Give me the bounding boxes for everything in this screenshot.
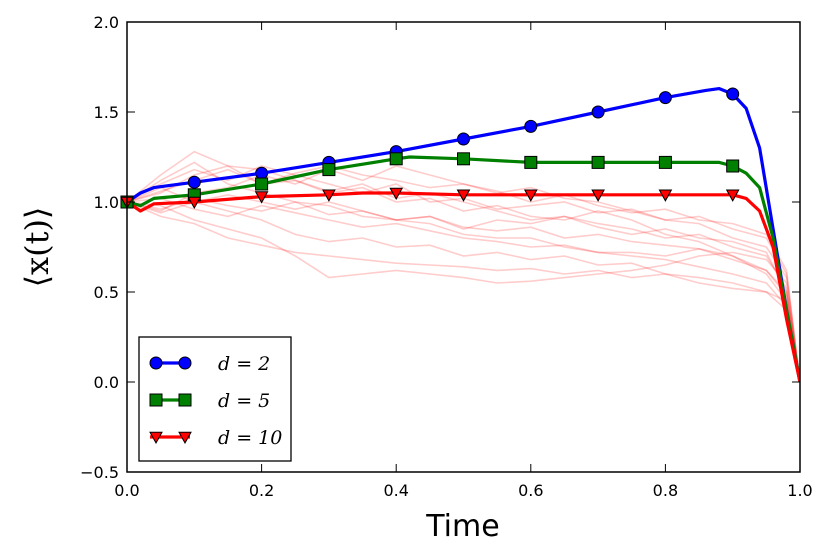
background-path-9 — [127, 150, 800, 383]
background-path-1 — [127, 161, 800, 383]
background-path-5 — [127, 186, 800, 383]
x-axis-ticks: 0.0 0.2 0.4 0.6 0.8 1.0 — [114, 22, 813, 500]
y-tick-label: 0.0 — [94, 373, 119, 392]
series-3-point-8 — [591, 189, 605, 202]
series-2-point-8 — [591, 155, 605, 169]
legend: d = 2 d = 5 d = 10 — [138, 336, 292, 462]
x-tick-label: 0.4 — [383, 481, 408, 500]
series-3-point-6 — [456, 189, 471, 202]
series-2-point-3 — [255, 177, 269, 191]
series-1-point-10 — [726, 87, 740, 101]
series-1-point-6 — [457, 132, 470, 146]
legend-label-3: d = 10 — [218, 427, 282, 449]
series-2-point-5 — [389, 152, 403, 166]
legend-label-2: d = 5 — [218, 390, 270, 412]
y-axis-ticks: −0.5 0.0 0.5 1.0 1.5 2.0 — [80, 13, 800, 482]
y-tick-label: 2.0 — [94, 13, 119, 32]
x-tick-label: 0.6 — [518, 481, 543, 500]
background-path-8 — [127, 197, 800, 383]
legend-label-1: d = 2 — [218, 353, 270, 375]
series-3-point-2 — [187, 196, 202, 210]
series-2-point-6 — [457, 152, 470, 166]
plot-frame — [126, 21, 801, 473]
series-1-point-8 — [591, 105, 605, 119]
background-path-4 — [127, 201, 800, 383]
x-tick-label: 0.0 — [114, 481, 139, 500]
series-3-point-5 — [389, 187, 404, 201]
series-3-point-4 — [322, 189, 336, 202]
y-tick-label: 1.0 — [94, 193, 119, 212]
background-path-10 — [127, 197, 800, 383]
series-2-point-10 — [726, 159, 740, 173]
x-tick-label: 1.0 — [787, 481, 812, 500]
series-1-point-2 — [187, 175, 201, 189]
series-3-point-3 — [254, 191, 269, 204]
y-tick-label: 1.5 — [94, 103, 119, 122]
series-1-point-3 — [255, 166, 269, 180]
series-1-point-9 — [658, 91, 672, 105]
series-3-point-7 — [523, 189, 538, 202]
series-2-point-9 — [658, 155, 672, 169]
series-1-point-7 — [524, 119, 538, 133]
background-path-7 — [127, 165, 800, 383]
legend-marker-3 — [149, 431, 163, 445]
legend-marker-3-b — [178, 431, 192, 445]
series-3-point-10 — [725, 189, 740, 202]
background-path-6 — [127, 201, 800, 383]
series-line-3 — [127, 191, 800, 383]
series-2-point-7 — [524, 155, 538, 169]
x-axis-title: Time — [425, 509, 499, 544]
series-2-point-4 — [322, 163, 336, 177]
legend-marker-2 — [149, 393, 163, 407]
x-tick-label: 0.8 — [653, 481, 678, 500]
background-path-3 — [127, 165, 800, 383]
x-tick-label: 0.2 — [249, 481, 274, 500]
series-3-point-9 — [658, 189, 673, 202]
y-tick-label: −0.5 — [80, 463, 119, 482]
legend-marker-1 — [149, 356, 163, 370]
series-markers — [120, 87, 740, 210]
legend-marker-1-b — [178, 356, 192, 370]
y-tick-label: 0.5 — [94, 283, 119, 302]
y-axis-title: ⟨x(t)⟩ — [18, 207, 56, 288]
legend-marker-2-b — [178, 393, 192, 407]
